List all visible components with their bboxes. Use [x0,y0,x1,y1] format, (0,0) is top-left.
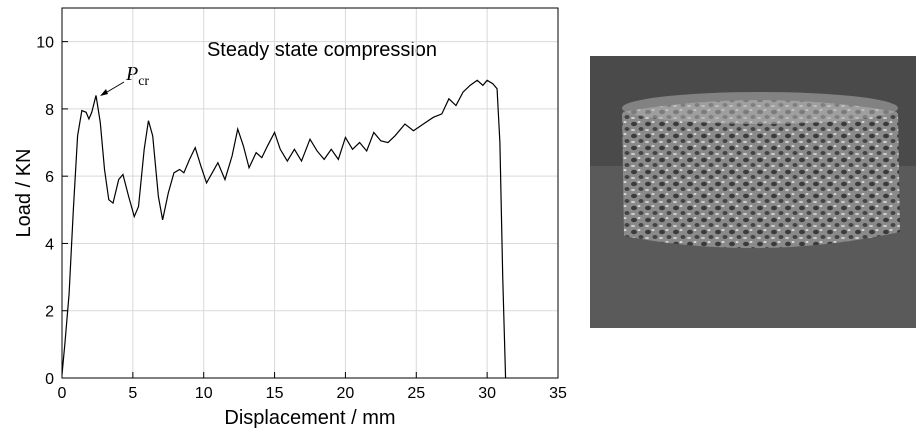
y-tick-label: 8 [45,102,54,119]
x-tick-label: 20 [337,385,355,402]
y-tick-label: 0 [45,371,54,388]
x-tick-label: 0 [58,385,67,402]
y-tick-label: 6 [45,169,54,186]
x-tick-label: 35 [549,385,567,402]
x-axis-title: Displacement / mm [224,407,395,429]
y-tick-label: 10 [36,35,54,52]
x-tick-label: 15 [266,385,284,402]
x-tick-label: 25 [407,385,425,402]
photo [590,56,916,328]
annotation: Steady state compression [207,39,437,61]
data-line [61,79,507,379]
pcr-arrowhead [100,89,108,96]
x-tick-label: 5 [128,385,137,402]
y-tick-label: 4 [45,236,54,253]
x-tick-label: 30 [478,385,496,402]
y-axis-title: Load / KN [13,149,35,238]
x-tick-label: 10 [195,385,213,402]
plot-frame [61,7,559,379]
y-tick-label: 2 [45,304,54,321]
pcr-label: Pcr [125,63,149,89]
